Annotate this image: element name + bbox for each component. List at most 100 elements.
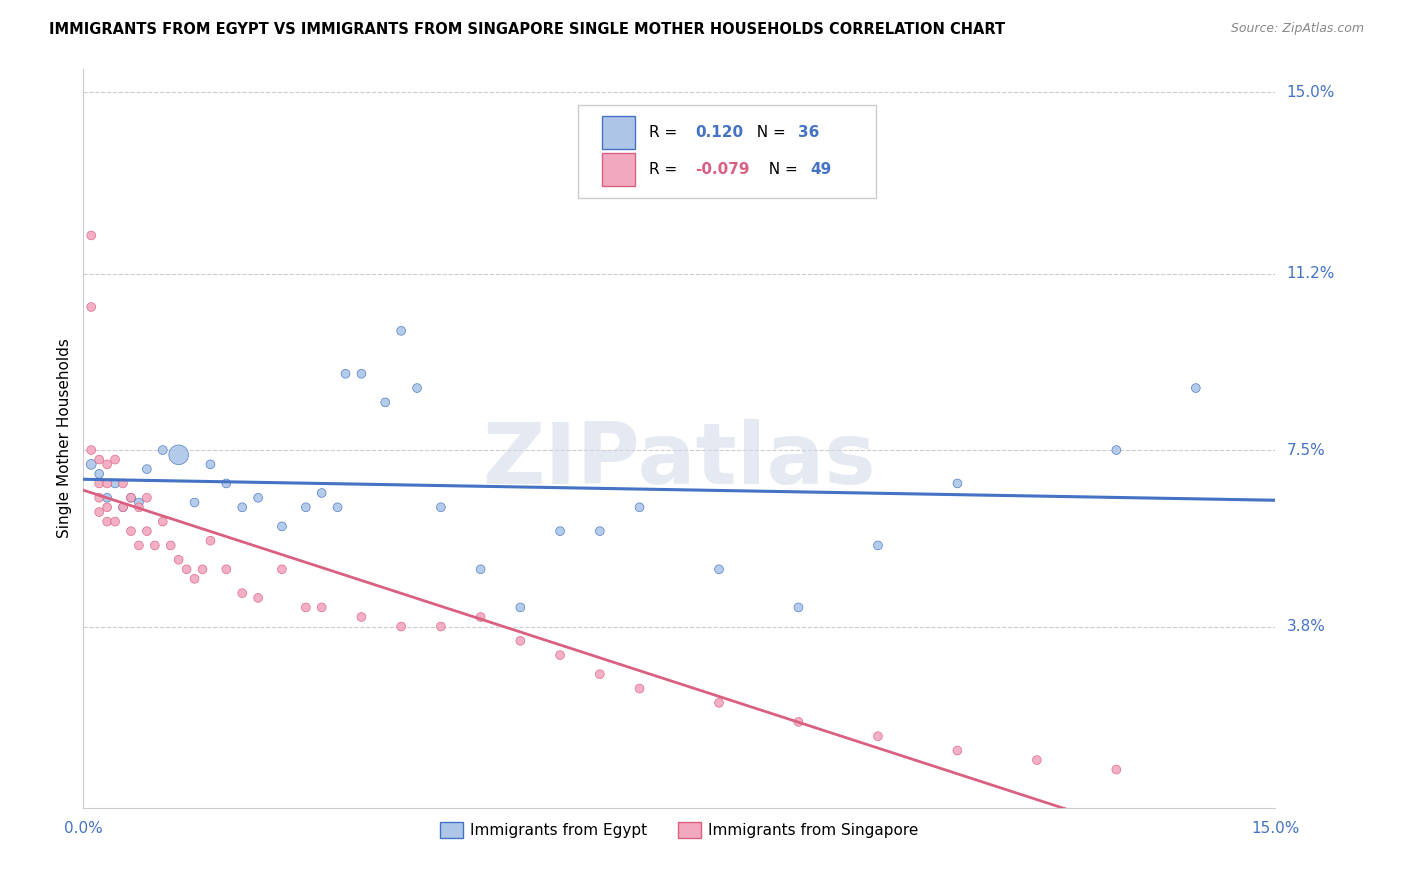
Point [589,667,612,681]
Point [548,524,571,538]
Point [1025,753,1047,767]
Text: 11.2%: 11.2% [1286,266,1334,281]
Point [183,495,205,509]
Point [406,381,429,395]
Point [80,443,103,458]
Text: 15.0%: 15.0% [1286,85,1334,100]
Point [946,476,969,491]
Point [1105,443,1128,458]
Point [866,538,889,552]
Point [159,538,181,552]
Point [135,491,157,505]
Point [120,491,142,505]
Point [389,324,412,338]
Point [311,486,333,500]
Text: 49: 49 [810,162,832,178]
Point [271,519,294,533]
Point [89,476,111,491]
Point [374,395,396,409]
Point [509,633,531,648]
Point [176,562,198,576]
Point [787,600,810,615]
Point [430,619,453,633]
Point [128,500,150,515]
Point [294,500,316,515]
FancyBboxPatch shape [602,153,636,186]
Point [89,491,111,505]
Point [89,505,111,519]
Point [128,495,150,509]
Point [135,524,157,538]
Point [152,515,174,529]
Point [111,500,134,515]
Point [215,476,238,491]
Point [628,500,651,515]
Point [548,648,571,662]
Point [589,524,612,538]
Text: 36: 36 [799,126,820,140]
Point [152,443,174,458]
Point [430,500,453,515]
Point [1105,763,1128,777]
Point [200,533,222,548]
Point [470,562,492,576]
Point [183,572,205,586]
Point [311,600,333,615]
FancyBboxPatch shape [602,116,636,150]
Legend: Immigrants from Egypt, Immigrants from Singapore: Immigrants from Egypt, Immigrants from S… [433,816,925,845]
Point [866,729,889,743]
Y-axis label: Single Mother Households: Single Mother Households [58,338,72,538]
Point [787,714,810,729]
Point [111,476,134,491]
Text: Source: ZipAtlas.com: Source: ZipAtlas.com [1230,22,1364,36]
Point [271,562,294,576]
Point [350,610,373,624]
Text: -0.079: -0.079 [695,162,749,178]
Point [89,452,111,467]
Point [167,553,190,567]
Point [120,524,142,538]
Point [231,500,253,515]
Text: ZIPatlas: ZIPatlas [482,419,876,502]
Point [128,538,150,552]
Text: N =: N = [747,126,790,140]
Point [191,562,214,576]
Point [135,462,157,476]
Point [143,538,166,552]
Point [326,500,349,515]
Point [167,448,190,462]
Point [96,500,118,515]
Point [294,600,316,615]
Text: 0.120: 0.120 [695,126,742,140]
Point [470,610,492,624]
Point [247,491,270,505]
Point [350,367,373,381]
Point [96,491,118,505]
Point [215,562,238,576]
Point [200,458,222,472]
Point [247,591,270,605]
Text: IMMIGRANTS FROM EGYPT VS IMMIGRANTS FROM SINGAPORE SINGLE MOTHER HOUSEHOLDS CORR: IMMIGRANTS FROM EGYPT VS IMMIGRANTS FROM… [49,22,1005,37]
Point [96,476,118,491]
Text: R =: R = [650,126,682,140]
Point [104,476,127,491]
Point [707,696,730,710]
Point [104,515,127,529]
Text: 3.8%: 3.8% [1286,619,1326,634]
Point [389,619,412,633]
Point [707,562,730,576]
Point [89,467,111,481]
Point [335,367,357,381]
Point [628,681,651,696]
Point [80,300,103,314]
Text: 0.0%: 0.0% [63,821,103,836]
Point [96,515,118,529]
Point [1185,381,1208,395]
Point [96,458,118,472]
Text: N =: N = [759,162,803,178]
Point [946,743,969,757]
Point [80,458,103,472]
Point [231,586,253,600]
Text: 15.0%: 15.0% [1251,821,1299,836]
Text: R =: R = [650,162,682,178]
